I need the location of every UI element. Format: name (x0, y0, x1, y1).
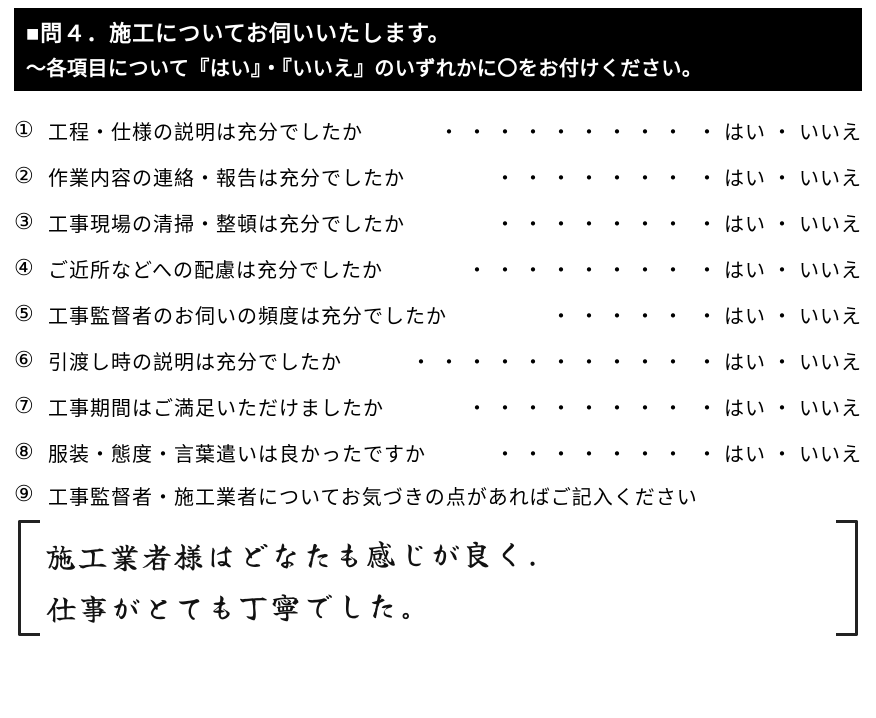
handwritten-line-2: 仕事がとても丁寧でした。 (46, 576, 830, 634)
answer-iie[interactable]: いいえ (799, 254, 862, 283)
question-text: 服装・態度・言葉遣いは良かったですか (48, 438, 426, 467)
answer-hai[interactable]: はい (724, 254, 766, 283)
header-line-2: ～各項目について『はい』・『いいえ』のいずれかに〇をお付けください。 (26, 52, 850, 81)
question-number: ⑥ (14, 347, 48, 373)
answer-group: ・はい・いいえ (697, 208, 862, 237)
question-text: 工事監督者のお伺いの頻度は充分でしたか (48, 300, 447, 329)
answer-separator: ・ (772, 438, 793, 467)
answer-iie[interactable]: いいえ (799, 116, 862, 145)
answer-hai[interactable]: はい (724, 438, 766, 467)
answer-separator: ・ (697, 438, 718, 467)
answer-group: ・はい・いいえ (697, 116, 862, 145)
freeform-question-row: ⑨ 工事監督者・施工業者についてお気づきの点があればご記入ください (14, 481, 862, 510)
answer-separator: ・ (697, 254, 718, 283)
handwritten-answer: 施工業者様はどなたも感じが良く． 仕事がとても丁寧でした。 (46, 525, 831, 634)
leader-dots: ・・・・・・・・・・ (342, 346, 697, 375)
bracket-right (836, 520, 858, 636)
question-number: ⑤ (14, 301, 48, 327)
answer-hai[interactable]: はい (724, 392, 766, 421)
question-row: ⑧服装・態度・言葉遣いは良かったですか・・・・・・・・はい・いいえ (14, 429, 862, 475)
freeform-prompt: 工事監督者・施工業者についてお気づきの点があればご記入ください (48, 481, 698, 510)
questions-list: ①工程・仕様の説明は充分でしたか・・・・・・・・・・はい・いいえ②作業内容の連絡… (14, 107, 862, 475)
answer-separator: ・ (772, 346, 793, 375)
freeform-answer-box: 施工業者様はどなたも感じが良く． 仕事がとても丁寧でした。 (18, 520, 858, 640)
question-number: ③ (14, 209, 48, 235)
answer-hai[interactable]: はい (724, 300, 766, 329)
leader-dots: ・・・・・・・・ (383, 254, 697, 283)
leader-dots: ・・・・・・・ (405, 208, 697, 237)
question-text: 作業内容の連絡・報告は充分でしたか (48, 162, 405, 191)
answer-group: ・はい・いいえ (697, 162, 862, 191)
question-text: 引渡し時の説明は充分でしたか (48, 346, 342, 375)
leader-dots: ・・・・・・・ (426, 438, 697, 467)
answer-iie[interactable]: いいえ (799, 300, 862, 329)
question-row: ④ご近所などへの配慮は充分でしたか・・・・・・・・・はい・いいえ (14, 245, 862, 291)
question-number: ④ (14, 255, 48, 281)
question-number: ① (14, 117, 48, 143)
question-number: ⑦ (14, 393, 48, 419)
answer-separator: ・ (772, 162, 793, 191)
question-row: ⑦工事期間はご満足いただけましたか・・・・・・・・・はい・いいえ (14, 383, 862, 429)
question-text: ご近所などへの配慮は充分でしたか (48, 254, 383, 283)
answer-group: ・はい・いいえ (697, 300, 862, 329)
question-number: ⑧ (14, 439, 48, 465)
answer-group: ・はい・いいえ (697, 254, 862, 283)
leader-dots: ・・・・・・・・ (384, 392, 697, 421)
answer-separator: ・ (697, 346, 718, 375)
answer-separator: ・ (772, 300, 793, 329)
answer-hai[interactable]: はい (724, 346, 766, 375)
answer-iie[interactable]: いいえ (799, 162, 862, 191)
answer-separator: ・ (697, 392, 718, 421)
answer-separator: ・ (772, 208, 793, 237)
question-row: ①工程・仕様の説明は充分でしたか・・・・・・・・・・はい・いいえ (14, 107, 862, 153)
question-text: 工事期間はご満足いただけましたか (48, 392, 384, 421)
question-row: ③工事現場の清掃・整頓は充分でしたか・・・・・・・・はい・いいえ (14, 199, 862, 245)
answer-iie[interactable]: いいえ (799, 208, 862, 237)
question-row: ⑤工事監督者のお伺いの頻度は充分でしたか・・・・・・はい・いいえ (14, 291, 862, 337)
question-number-9: ⑨ (14, 481, 48, 507)
answer-group: ・はい・いいえ (697, 346, 862, 375)
answer-hai[interactable]: はい (724, 162, 766, 191)
answer-separator: ・ (697, 162, 718, 191)
answer-group: ・はい・いいえ (697, 438, 862, 467)
header-line-1: ■問４．施工についてお伺いいたします。 (26, 16, 850, 48)
answer-iie[interactable]: いいえ (799, 346, 862, 375)
answer-separator: ・ (772, 392, 793, 421)
leader-dots: ・・・・・・・ (405, 162, 697, 191)
answer-separator: ・ (772, 116, 793, 145)
answer-hai[interactable]: はい (724, 116, 766, 145)
question-header: ■問４．施工についてお伺いいたします。 ～各項目について『はい』・『いいえ』のい… (14, 8, 862, 91)
question-row: ②作業内容の連絡・報告は充分でしたか・・・・・・・・はい・いいえ (14, 153, 862, 199)
question-text: 工事現場の清掃・整頓は充分でしたか (48, 208, 405, 237)
answer-iie[interactable]: いいえ (799, 438, 862, 467)
handwritten-line-1: 施工業者様はどなたも感じが良く． (46, 525, 830, 583)
answer-separator: ・ (697, 208, 718, 237)
bracket-left (18, 520, 40, 636)
leader-dots: ・・・・・ (447, 300, 697, 329)
answer-group: ・はい・いいえ (697, 392, 862, 421)
answer-hai[interactable]: はい (724, 208, 766, 237)
question-row: ⑥引渡し時の説明は充分でしたか・・・・・・・・・・・はい・いいえ (14, 337, 862, 383)
answer-separator: ・ (697, 300, 718, 329)
answer-separator: ・ (772, 254, 793, 283)
question-text: 工程・仕様の説明は充分でしたか (48, 116, 363, 145)
question-number: ② (14, 163, 48, 189)
answer-separator: ・ (697, 116, 718, 145)
leader-dots: ・・・・・・・・・ (363, 116, 697, 145)
answer-iie[interactable]: いいえ (799, 392, 862, 421)
